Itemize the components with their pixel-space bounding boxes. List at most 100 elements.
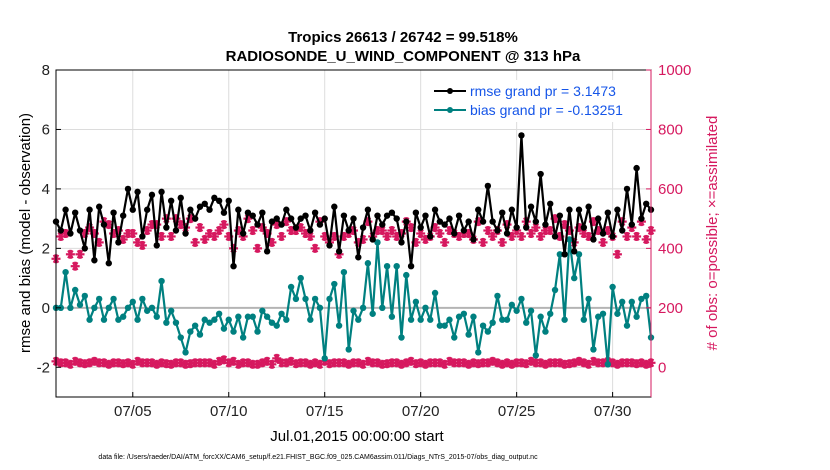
rmse-point-57 (326, 242, 333, 249)
obs-marker-101 (536, 231, 546, 241)
obs-marker-5 (75, 249, 85, 259)
bias-point-115 (604, 361, 612, 368)
rmse-point-17 (134, 188, 141, 196)
bias-point-47 (278, 310, 285, 317)
obs-marker-90 (483, 226, 493, 236)
bias-point-85 (460, 310, 468, 317)
bias-point-116 (609, 283, 616, 291)
rmse-point-77 (422, 212, 429, 219)
bias-point-8 (91, 304, 98, 312)
rmse-point-21 (153, 242, 160, 249)
rmse-point-116 (609, 233, 616, 240)
bias-point-94 (503, 316, 511, 323)
x-axis-label: Jul.01,2015 00:00:00 start (270, 428, 444, 445)
bias-point-11 (105, 304, 112, 312)
obs-marker-30 (195, 223, 205, 233)
rmse-point-94 (503, 230, 511, 237)
obs_possible-marker-46 (272, 353, 282, 363)
bias-point-107 (566, 236, 573, 243)
bias-point-113 (595, 313, 602, 320)
bias-point-36 (225, 316, 232, 323)
obs_possible-marker-10 (99, 358, 109, 368)
bias-point-93 (499, 316, 506, 323)
x-ticks: 07/05 07/10 07/15 07/20 07/25 07/30 (114, 392, 631, 420)
x-tick-label-3: 07/20 (402, 403, 440, 420)
rmse-point-20 (148, 191, 156, 199)
obs-marker-91 (488, 231, 498, 241)
rmse-point-12 (110, 209, 117, 216)
rmse-point-61 (345, 227, 352, 234)
obs-marker-31 (200, 234, 210, 244)
rmse-point-31 (201, 200, 208, 207)
bias-point-105 (556, 251, 564, 258)
rmse-point-98 (523, 224, 530, 231)
obs-marker-49 (286, 226, 296, 236)
bias-point-57 (326, 295, 333, 303)
rmse-point-44 (263, 248, 271, 255)
bias-point-20 (148, 304, 156, 312)
bias-point-33 (211, 316, 218, 323)
bias-point-56 (321, 355, 328, 362)
obs-marker-45 (267, 237, 277, 247)
y-right-tick-label-3: 600 (658, 181, 683, 198)
bias-point-103 (547, 310, 554, 317)
obs-marker-93 (497, 237, 507, 247)
rmse-point-89 (479, 218, 487, 225)
rmse-point-118 (619, 227, 626, 234)
x-tick-label-4: 07/25 (498, 403, 536, 420)
rmse-point-85 (460, 227, 468, 234)
rmse-point-1 (57, 227, 64, 234)
rmse-point-5 (76, 227, 84, 234)
rmse-point-52 (302, 212, 309, 219)
rmse-point-18 (139, 233, 146, 240)
bias-point-112 (590, 346, 597, 353)
bias-point-59 (335, 322, 343, 329)
rmse-point-48 (283, 206, 290, 213)
bias-point-34 (215, 310, 223, 317)
rmse-series-layer (52, 132, 655, 270)
rmse-point-51 (297, 215, 304, 222)
bias-point-2 (62, 268, 69, 276)
bias-point-64 (359, 304, 367, 312)
bias-point-67 (374, 239, 381, 246)
bias-point-79 (431, 289, 439, 297)
rmse-point-70 (388, 209, 396, 216)
obs-marker-97 (516, 231, 526, 241)
y-ticks: -2 0 2 4 6 8 (37, 62, 61, 376)
bias-point-77 (422, 304, 429, 312)
x-tick-label-1: 07/10 (210, 403, 248, 420)
y-tick-label-2: 2 (42, 240, 50, 257)
bias-point-66 (369, 310, 376, 317)
obs_possible-marker-119 (622, 358, 632, 368)
rmse-point-36 (225, 197, 232, 204)
obs_possible-marker-41 (248, 359, 258, 369)
rmse-point-93 (499, 209, 506, 216)
legend-box (430, 80, 647, 122)
rmse-point-2 (62, 206, 69, 213)
obs-marker-81 (440, 237, 450, 247)
obs_possible-marker-110 (579, 358, 589, 368)
rmse-point-42 (254, 221, 261, 228)
rmse-point-100 (532, 218, 540, 225)
bias-point-74 (407, 316, 415, 323)
rmse-point-72 (398, 239, 405, 246)
rmse-point-19 (143, 206, 151, 213)
obs_possible-marker-64 (358, 359, 368, 369)
rmse-point-38 (235, 206, 242, 213)
rmse-point-41 (249, 212, 256, 219)
bias-point-114 (599, 310, 607, 317)
rmse-point-26 (177, 194, 184, 202)
legend-bias-label: bias grand pr = -0.13251 (470, 102, 623, 118)
chart-title-line2: RADIOSONDE_U_WIND_COMPONENT @ 313 hPa (226, 48, 581, 65)
bias-point-72 (398, 334, 405, 341)
bias-point-40 (244, 313, 252, 320)
bias-point-35 (220, 325, 228, 332)
x-tick-label-2: 07/15 (306, 403, 344, 420)
obs-marker-35 (219, 220, 229, 230)
bias-point-43 (259, 307, 266, 314)
bias-point-97 (518, 295, 525, 303)
bias-point-17 (134, 316, 141, 323)
obs_possible-marker-32 (205, 358, 215, 368)
bias-point-55 (316, 304, 324, 312)
bias-point-54 (311, 295, 319, 303)
